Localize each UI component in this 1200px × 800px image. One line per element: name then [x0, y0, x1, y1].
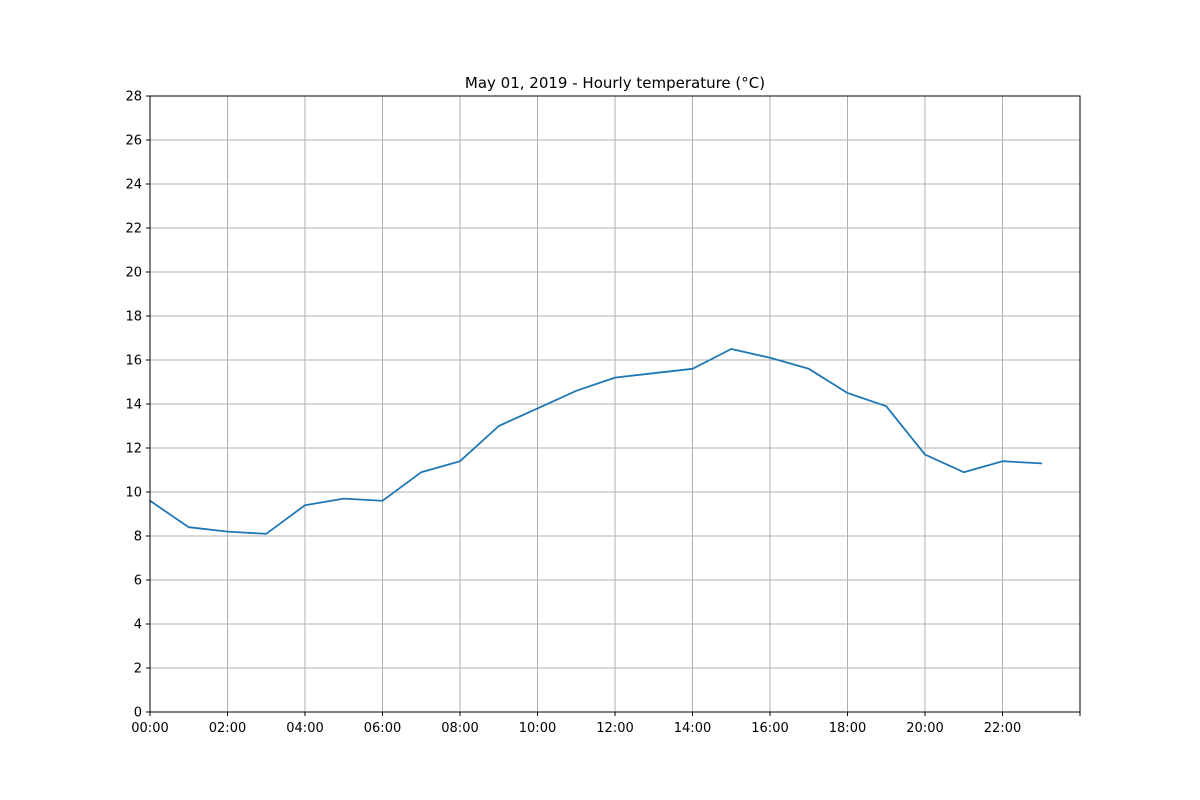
y-tick-label: 4 [134, 618, 142, 633]
axes: 00:00 02:00 04:00 06:00 08:00 10:00 12:00 14:00… [125, 90, 1081, 736]
x-tick-label: 04:00 [286, 721, 323, 736]
y-tick-label: 24 [125, 178, 142, 193]
x-tick-label: 14:00 [674, 721, 711, 736]
x-tick-label: 08:00 [441, 721, 478, 736]
x-tick-label: 10:00 [519, 721, 556, 736]
y-tick-label: 8 [134, 530, 142, 545]
x-tick-label: 18:00 [829, 721, 866, 736]
x-tick-label: 20:00 [906, 721, 943, 736]
y-tick-label: 18 [125, 310, 142, 325]
y-tick-label: 0 [134, 706, 142, 721]
y-tick-label: 16 [125, 354, 142, 369]
y-tick-label: 2 [134, 662, 142, 677]
y-tick-label: 22 [125, 222, 142, 237]
x-tick-label: 12:00 [596, 721, 633, 736]
y-tick-label: 14 [125, 398, 142, 413]
y-tick-label: 12 [125, 442, 142, 457]
y-tick-label: 28 [125, 90, 142, 105]
chart-title: May 01, 2019 - Hourly temperature (°C) [465, 74, 765, 92]
grid-lines [150, 96, 1080, 712]
x-tick-label: 06:00 [364, 721, 401, 736]
x-tick-label: 16:00 [751, 721, 788, 736]
y-tick-label: 20 [125, 266, 142, 281]
y-tick-label: 10 [125, 486, 142, 501]
x-tick-label: 02:00 [209, 721, 246, 736]
x-tick-label: 00:00 [131, 721, 168, 736]
series-line [149, 348, 1043, 535]
y-tick-label: 6 [134, 574, 142, 589]
y-tick-label: 26 [125, 134, 142, 149]
series-layer [149, 348, 1043, 535]
x-tick-label: 22:00 [984, 721, 1021, 736]
